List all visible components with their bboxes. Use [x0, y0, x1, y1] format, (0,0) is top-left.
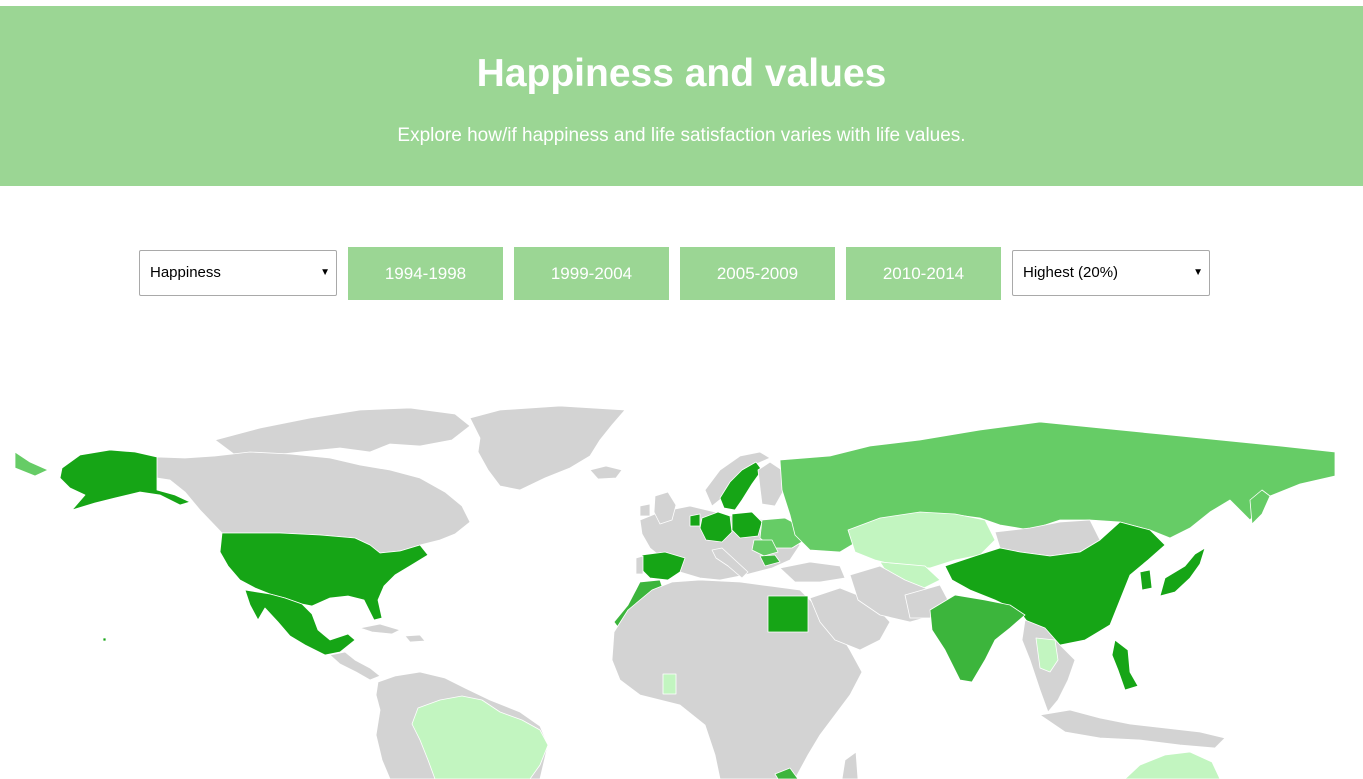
world-map — [0, 330, 1363, 779]
country-south-korea[interactable] — [1139, 569, 1153, 591]
top-strip — [0, 0, 1363, 6]
page-title: Happiness and values — [476, 52, 887, 95]
country-egypt[interactable] — [767, 595, 809, 633]
country-romania[interactable] — [751, 539, 779, 557]
country-turkey[interactable] — [779, 561, 846, 583]
filter-select-value: Highest (20%) — [1023, 264, 1119, 281]
controls-bar: Happiness ▼ 1994-1998 1999-2004 2005-200… — [0, 246, 1363, 302]
period-button-2005-2009[interactable]: 2005-2009 — [680, 247, 835, 300]
country-finland[interactable] — [757, 461, 785, 507]
country-thailand[interactable] — [1035, 637, 1059, 673]
country-portugal[interactable] — [635, 555, 644, 575]
country-canada-islands[interactable] — [214, 407, 471, 457]
country-russia-kamchatka[interactable] — [1249, 489, 1271, 525]
country-ghana[interactable] — [662, 673, 677, 695]
country-central-america[interactable] — [329, 651, 381, 681]
country-philippines[interactable] — [1111, 639, 1139, 691]
country-usa-alaska[interactable] — [59, 449, 191, 511]
dropdown-arrow-icon: ▼ — [1193, 267, 1203, 278]
country-greenland[interactable] — [469, 405, 626, 491]
country-hispaniola[interactable] — [404, 634, 426, 643]
period-button-2010-2014[interactable]: 2010-2014 — [846, 247, 1001, 300]
country-iceland[interactable] — [589, 465, 623, 480]
country-italy[interactable] — [711, 547, 749, 579]
country-uk[interactable] — [653, 491, 677, 525]
country-norway[interactable] — [704, 451, 771, 507]
variable-select[interactable]: Happiness ▼ — [139, 250, 337, 296]
country-germany[interactable] — [699, 511, 733, 543]
page-subtitle: Explore how/if happiness and life satisf… — [397, 125, 966, 146]
country-russia-west-tip[interactable] — [14, 451, 49, 477]
period-button-1994-1998[interactable]: 1994-1998 — [348, 247, 503, 300]
country-indonesia[interactable] — [1039, 709, 1226, 749]
country-canada[interactable] — [156, 451, 471, 554]
country-sweden[interactable] — [719, 461, 763, 511]
country-india[interactable] — [929, 594, 1026, 683]
country-madagascar[interactable] — [841, 751, 859, 779]
country-poland[interactable] — [731, 511, 763, 539]
country-japan[interactable] — [1159, 547, 1206, 597]
country-bulgaria[interactable] — [759, 554, 781, 567]
country-ireland[interactable] — [639, 503, 651, 517]
dropdown-arrow-icon: ▼ — [320, 267, 330, 278]
country-australia[interactable] — [1124, 751, 1221, 779]
country-netherlands[interactable] — [689, 513, 701, 527]
country-zambia[interactable] — [774, 767, 799, 779]
country-spain[interactable] — [639, 551, 686, 581]
period-button-1999-2004[interactable]: 1999-2004 — [514, 247, 669, 300]
variable-select-value: Happiness — [150, 264, 221, 281]
filter-select[interactable]: Highest (20%) ▼ — [1012, 250, 1210, 296]
country-cuba[interactable] — [359, 623, 401, 635]
page-header: Happiness and values Explore how/if happ… — [0, 6, 1363, 186]
world-map-svg — [14, 405, 1336, 779]
country-usa[interactable] — [219, 532, 429, 621]
country-brazil[interactable] — [411, 695, 549, 779]
country-mexico[interactable] — [244, 589, 356, 656]
country-usa-hawaii[interactable] — [102, 637, 107, 642]
